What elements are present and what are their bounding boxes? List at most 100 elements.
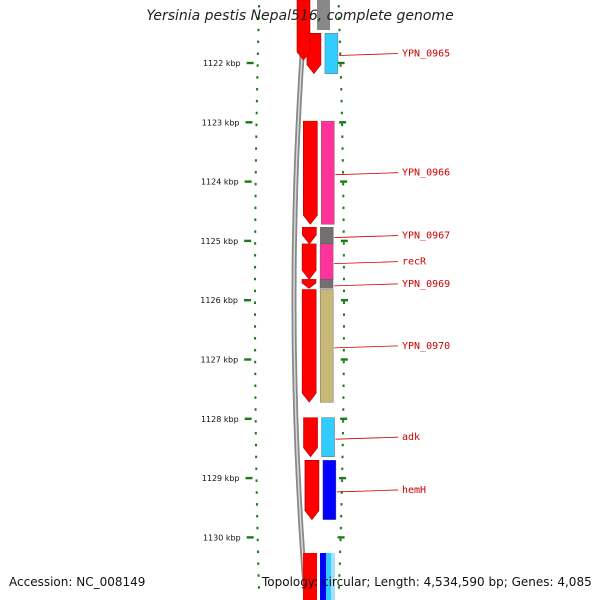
minor-tick-left: [258, 5, 261, 8]
minor-tick-left: [257, 28, 260, 32]
scale-ticks: 1122 kbp 1123 kbp 1124 kbp 1125 kbp 1126 kbp…: [200, 5, 348, 589]
minor-tick-right: [342, 384, 345, 388]
minor-tick-right: [342, 265, 345, 269]
minor-tick-left: [257, 562, 260, 565]
minor-tick-right: [342, 408, 345, 411]
minor-tick-left: [254, 348, 257, 352]
minor-tick-left: [255, 147, 258, 150]
gene-leader-line: [338, 53, 399, 56]
tick-label: 1123 kbp: [202, 118, 240, 127]
gene-block-YPN_0965[interactable]: [324, 33, 339, 74]
minor-tick-left: [254, 254, 257, 257]
backbone-highlight: [293, 0, 307, 600]
cds-arrow: [296, 0, 311, 61]
minor-tick-left: [254, 384, 257, 388]
minor-tick-right: [342, 396, 345, 399]
minor-tick-left: [257, 574, 260, 577]
minor-tick-left: [254, 230, 257, 233]
minor-tick-right: [342, 289, 345, 293]
gene-label-YPN_0967[interactable]: YPN_0967: [402, 231, 450, 242]
length-value: 4,534,590 bp: [423, 575, 504, 589]
partial-feature-top: [317, 0, 330, 30]
minor-tick-left: [256, 550, 259, 554]
minor-tick-left: [256, 64, 259, 67]
minor-tick-right: [342, 420, 345, 423]
cds-arrow: [304, 460, 320, 521]
minor-tick-left: [255, 491, 258, 494]
gene-leader-line: [335, 436, 399, 440]
major-tick-right: [337, 536, 345, 539]
gene-label-YPN_0970[interactable]: YPN_0970: [402, 341, 450, 352]
minor-tick-right: [338, 574, 341, 577]
gene-block-adk[interactable]: [321, 417, 335, 457]
minor-tick-left: [256, 514, 259, 518]
minor-tick-right: [342, 206, 345, 210]
gene-leader-line: [334, 345, 399, 349]
minor-tick-right: [342, 325, 345, 328]
minor-tick-right: [342, 182, 345, 186]
minor-tick-right: [342, 194, 345, 198]
minor-tick-right: [341, 159, 344, 162]
major-tick: [244, 299, 251, 302]
major-tick-right: [337, 61, 345, 65]
minor-tick-right: [342, 372, 345, 376]
major-tick-right: [340, 180, 348, 183]
accession-label: Accession:: [9, 575, 73, 589]
minor-tick-left: [254, 443, 257, 447]
gene-label-hemH[interactable]: hemH: [402, 485, 426, 496]
gene-block-YPN_0969[interactable]: [319, 279, 334, 289]
tick-label: 1130 kbp: [203, 533, 241, 542]
minor-tick-right: [338, 16, 341, 20]
minor-tick-left: [256, 88, 259, 91]
gene-label-adk[interactable]: adk: [402, 432, 420, 443]
minor-tick-right: [342, 348, 345, 352]
major-tick: [244, 239, 252, 243]
minor-tick-left: [254, 277, 257, 281]
genome-stats: Topology: circular; Length: 4,534,590 bp…: [262, 575, 592, 589]
gene-label-recR[interactable]: recR: [402, 257, 427, 268]
length-label: Length:: [374, 575, 420, 589]
minor-tick-left: [255, 99, 258, 103]
minor-tick-right: [339, 64, 342, 67]
minor-tick-right: [342, 218, 345, 221]
major-tick: [246, 61, 254, 65]
major-tick-right: [340, 239, 348, 243]
minor-tick-left: [254, 182, 257, 186]
gene-block-YPN_0966[interactable]: [321, 120, 335, 225]
minor-tick-left: [254, 313, 257, 316]
major-tick: [244, 180, 252, 183]
minor-tick-right: [339, 550, 342, 554]
gene-block-YPN_0967[interactable]: [320, 227, 334, 245]
major-tick: [244, 358, 252, 361]
gene-block-hemH[interactable]: [322, 460, 337, 520]
minor-tick-right: [340, 99, 343, 103]
minor-tick-left: [256, 538, 259, 542]
map-title: Yersinia pestis Nepal516, complete genom…: [146, 8, 454, 24]
major-tick-right: [340, 358, 348, 361]
gene-label-YPN_0966[interactable]: YPN_0966: [402, 168, 450, 179]
minor-tick-right: [339, 52, 342, 55]
minor-tick-left: [254, 325, 257, 328]
minor-tick-left: [254, 242, 257, 245]
cds-arrow: [301, 289, 317, 403]
topology-value: circular: [321, 575, 367, 589]
gene-label-YPN_0965[interactable]: YPN_0965: [402, 49, 450, 60]
cds-arrow: [303, 417, 318, 458]
tick-label: 1126 kbp: [200, 296, 238, 305]
minor-tick-left: [255, 503, 258, 506]
minor-tick-right: [338, 562, 341, 565]
gene-leader-line: [334, 283, 399, 287]
partial-feature-bottom: [331, 553, 335, 600]
major-tick-right: [340, 417, 348, 420]
minor-tick-right: [341, 479, 344, 482]
genes-label: Genes:: [511, 575, 554, 589]
gene-block-recR[interactable]: [319, 243, 334, 280]
gene-label-YPN_0969[interactable]: YPN_0969: [402, 279, 450, 290]
major-tick: [245, 476, 253, 480]
minor-tick-right: [340, 503, 343, 506]
minor-tick-left: [254, 159, 257, 162]
topology-label: Topology:: [262, 575, 319, 589]
gene-block-YPN_0970[interactable]: [319, 289, 334, 403]
minor-tick-right: [341, 171, 344, 174]
